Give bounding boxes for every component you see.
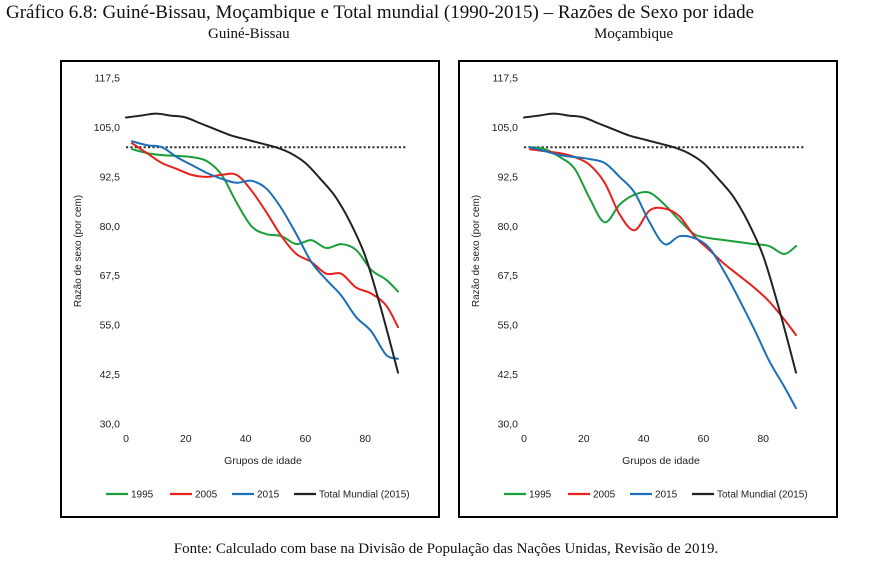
figure-title: Gráfico 6.8: Guiné-Bissau, Moçambique e … [6, 2, 755, 23]
series-line-2015 [131, 140, 399, 360]
legend-label: Total Mundial (2015) [717, 490, 808, 501]
x-tick-label: 40 [638, 433, 650, 445]
series-line-2015 [529, 146, 797, 410]
y-tick-label: 92,5 [100, 171, 121, 183]
y-tick-label: 92,5 [498, 171, 519, 183]
y-tick-label: 55,0 [498, 320, 519, 332]
series-line-1995 [529, 146, 797, 255]
chart-mocambique: 30,0 42,5 55,0 67,5 80,0 92,5 105,0 117,5 0 20 40 6… [471, 73, 808, 501]
legend-label: 2015 [655, 490, 678, 501]
legend-label: 2015 [257, 490, 280, 501]
x-tick-label: 0 [123, 433, 129, 445]
y-tick-label: 117,5 [493, 73, 519, 85]
y-tick-label: 105,0 [94, 122, 120, 134]
x-tick-label: 20 [578, 433, 590, 445]
legend-label: 2005 [195, 490, 218, 501]
x-tick-label: 80 [757, 433, 769, 445]
y-tick-label: 80,0 [100, 221, 121, 233]
chart-title-mocambique: Moçambique [594, 26, 674, 42]
y-tick-label: 67,5 [100, 270, 121, 282]
y-tick-label: 42,5 [498, 369, 519, 381]
y-tick-label: 105,0 [492, 122, 518, 134]
series-line-total-mundial-2015 [523, 112, 797, 374]
x-tick-label: 0 [521, 433, 527, 445]
x-tick-label: 20 [180, 433, 192, 445]
x-axis-label: Grupos de idade [622, 455, 700, 467]
y-tick-label: 67,5 [498, 270, 519, 282]
legend-label: 2005 [593, 490, 616, 501]
x-tick-label: 60 [300, 433, 312, 445]
legend-label: Total Mundial (2015) [319, 490, 410, 501]
x-tick-label: 60 [698, 433, 710, 445]
series-line-2005 [131, 142, 399, 329]
y-tick-label: 80,0 [498, 221, 519, 233]
y-axis-label: Razão de sexo (por cem) [73, 195, 84, 307]
chart-guine-bissau: 30,0 42,5 55,0 67,5 80,0 92,5 105,0 117,5 0 20 40 6… [73, 73, 410, 501]
x-tick-label: 40 [240, 433, 252, 445]
y-tick-label: 30,0 [100, 419, 121, 431]
y-tick-label: 117,5 [95, 73, 121, 85]
chart-panel-mocambique: 30,0 42,5 55,0 67,5 80,0 92,5 105,0 117,5 0 20 40 6… [458, 60, 838, 518]
x-axis-label: Grupos de idade [224, 455, 302, 467]
source-note: Fonte: Calculado com base na Divisão de … [173, 541, 719, 557]
x-tick-label: 80 [359, 433, 371, 445]
series-line-1995 [131, 148, 399, 293]
legend-label: 1995 [529, 490, 552, 501]
legend-label: 1995 [131, 490, 154, 501]
chart-title-guine-bissau: Guiné-Bissau [208, 26, 290, 42]
y-tick-label: 42,5 [100, 369, 121, 381]
y-axis-label: Razão de sexo (por cem) [471, 195, 482, 307]
chart-panel-guine-bissau: 30,0 42,5 55,0 67,5 80,0 92,5 105,0 117,5 0 20 40 6… [60, 60, 440, 518]
y-tick-label: 55,0 [100, 320, 121, 332]
y-tick-label: 30,0 [498, 419, 519, 431]
series-line-total-mundial-2015 [125, 112, 399, 374]
